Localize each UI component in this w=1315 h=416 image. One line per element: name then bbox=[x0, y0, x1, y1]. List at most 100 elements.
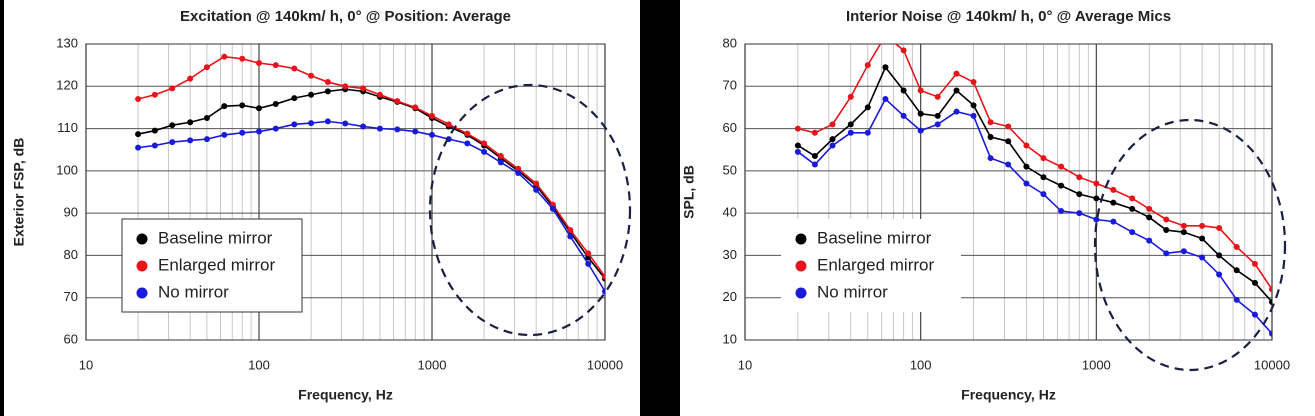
legend-label: Baseline mirror bbox=[817, 228, 932, 247]
data-point bbox=[1110, 218, 1117, 225]
data-point bbox=[934, 121, 941, 128]
data-point bbox=[308, 120, 315, 127]
data-point bbox=[1093, 180, 1100, 187]
data-point bbox=[1058, 208, 1065, 215]
x-tick-label: 100 bbox=[248, 357, 270, 372]
data-point bbox=[1269, 286, 1272, 293]
data-point bbox=[1023, 180, 1030, 187]
data-point bbox=[1163, 227, 1170, 234]
data-point bbox=[533, 180, 540, 187]
legend-label: No mirror bbox=[158, 282, 229, 301]
data-point bbox=[533, 186, 540, 193]
legend-swatch bbox=[795, 287, 807, 299]
data-point bbox=[187, 75, 194, 82]
x-tick-label: 10000 bbox=[1254, 357, 1290, 372]
data-point bbox=[864, 129, 871, 136]
y-axis-label: SPL, dB bbox=[681, 165, 697, 219]
data-point bbox=[1110, 199, 1117, 206]
x-tick-label: 100 bbox=[910, 357, 932, 372]
y-axis-label: Exterior FSP, dB bbox=[11, 138, 27, 247]
data-point bbox=[291, 95, 298, 102]
data-point bbox=[497, 153, 504, 160]
legend-box bbox=[781, 219, 961, 312]
data-point bbox=[1005, 161, 1012, 168]
data-point bbox=[169, 122, 176, 129]
data-point bbox=[1251, 279, 1258, 286]
data-point bbox=[515, 169, 522, 176]
legend-swatch bbox=[795, 260, 807, 272]
data-point bbox=[1040, 191, 1047, 198]
data-point bbox=[1005, 138, 1012, 145]
data-point bbox=[1040, 174, 1047, 181]
data-point bbox=[169, 85, 176, 92]
data-point bbox=[829, 136, 836, 143]
data-point bbox=[151, 142, 158, 149]
data-point bbox=[847, 121, 854, 128]
series-line bbox=[797, 65, 1272, 303]
data-point bbox=[1076, 210, 1083, 217]
data-point bbox=[1146, 237, 1153, 244]
data-point bbox=[953, 70, 960, 77]
y-tick-label: 70 bbox=[64, 289, 78, 304]
data-point bbox=[256, 105, 262, 112]
data-point bbox=[324, 79, 331, 86]
data-point bbox=[429, 112, 435, 119]
data-point bbox=[203, 115, 210, 121]
data-point bbox=[934, 112, 941, 119]
legend-label: Baseline mirror bbox=[158, 228, 273, 247]
data-point bbox=[829, 142, 836, 149]
data-point bbox=[239, 102, 246, 109]
y-tick-label: 60 bbox=[723, 120, 737, 135]
x-axis-label: Frequency, Hz bbox=[298, 387, 393, 403]
series-layer bbox=[794, 44, 1272, 337]
data-point bbox=[917, 87, 924, 94]
data-point bbox=[567, 227, 574, 234]
data-point bbox=[1216, 271, 1223, 278]
data-point bbox=[970, 112, 977, 119]
data-point bbox=[497, 159, 504, 166]
data-point bbox=[882, 95, 889, 102]
series-line bbox=[137, 120, 605, 292]
series-line bbox=[797, 97, 1272, 335]
data-point bbox=[239, 129, 246, 136]
data-point bbox=[585, 260, 592, 267]
data-point bbox=[794, 142, 801, 149]
data-point bbox=[239, 55, 246, 62]
data-point bbox=[1146, 205, 1153, 212]
data-point bbox=[1269, 298, 1272, 305]
data-point bbox=[169, 139, 176, 146]
data-point bbox=[429, 131, 435, 138]
data-point bbox=[847, 93, 854, 100]
plot-border bbox=[85, 43, 606, 341]
data-point bbox=[1076, 191, 1083, 198]
data-point bbox=[1199, 222, 1206, 229]
chart-left: 60 70 80 90 100 110 120 130 10 100 1000 10000 Excita… bbox=[11, 8, 632, 403]
y-tick-label: 40 bbox=[723, 205, 737, 220]
data-point bbox=[1093, 195, 1100, 202]
y-tick-label: 20 bbox=[723, 289, 737, 304]
data-point bbox=[291, 121, 298, 128]
data-point bbox=[987, 155, 994, 162]
series-line bbox=[137, 88, 605, 280]
data-point bbox=[1023, 163, 1030, 170]
data-point bbox=[917, 127, 924, 134]
data-point bbox=[515, 165, 522, 172]
annotation-ellipse bbox=[1093, 118, 1287, 372]
data-point bbox=[376, 125, 383, 132]
data-point bbox=[1129, 195, 1136, 202]
data-point bbox=[1233, 267, 1240, 274]
data-point bbox=[864, 104, 871, 111]
data-point bbox=[811, 161, 818, 168]
data-point bbox=[1251, 260, 1258, 267]
data-point bbox=[900, 87, 907, 94]
data-point bbox=[1110, 186, 1117, 193]
legend-label: Enlarged mirror bbox=[158, 255, 275, 274]
data-point bbox=[1180, 229, 1187, 236]
x-tick-label: 1000 bbox=[418, 357, 447, 372]
data-point bbox=[987, 119, 994, 126]
y-tick-label: 90 bbox=[64, 205, 78, 220]
legend-box bbox=[121, 218, 303, 313]
data-point bbox=[794, 125, 801, 132]
data-point bbox=[187, 119, 194, 126]
